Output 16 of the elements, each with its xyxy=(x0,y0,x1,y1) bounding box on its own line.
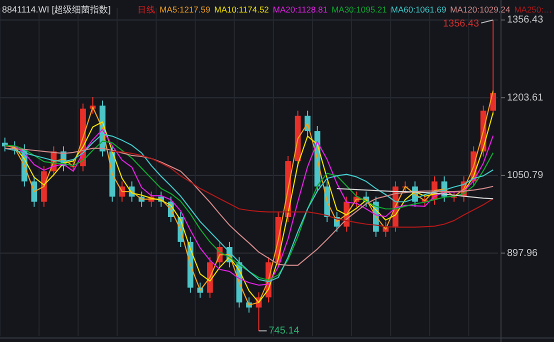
legend: MA60:1061.69 xyxy=(390,4,446,14)
legend: MA120:1029.24 xyxy=(450,4,510,14)
candlestick xyxy=(31,176,38,208)
legend: MA30:1095.21 xyxy=(332,4,387,14)
legend: MA10:1174.52 xyxy=(214,4,269,14)
y-tick-label: 1203.61 xyxy=(507,92,544,104)
legend: MA20:1128.81 xyxy=(272,4,328,14)
legend: MA5:1217.59 xyxy=(160,4,210,14)
legend-title: 日线 xyxy=(138,4,156,14)
y-tick-label: 1050.79 xyxy=(507,170,544,182)
legend: MA250:… xyxy=(514,4,552,14)
chart-title: 8841114.WI [超级细菌指数] xyxy=(2,4,111,14)
annotation: 745.14 xyxy=(268,325,300,336)
y-tick-label: 1356.43 xyxy=(507,14,544,26)
y-tick-label: 897.96 xyxy=(507,248,538,259)
annotation: 1356.43 xyxy=(442,18,480,30)
